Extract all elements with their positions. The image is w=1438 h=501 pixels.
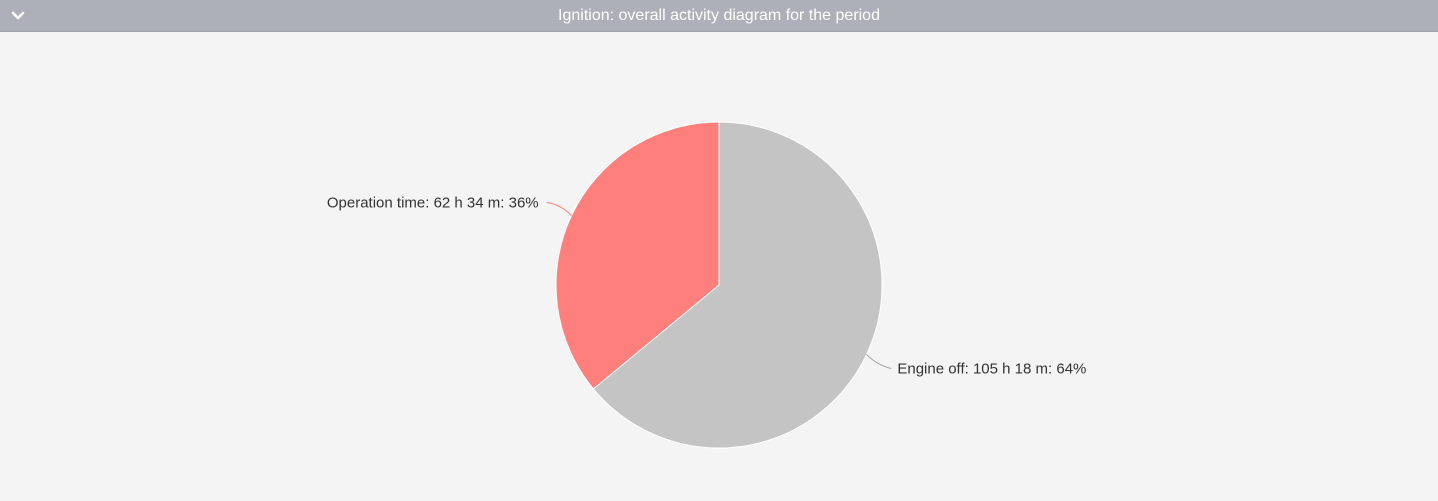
pie-slice-engine-off[interactable] <box>592 121 883 449</box>
panel-title: Ignition: overall activity diagram for t… <box>558 7 880 24</box>
pie-chart: Engine off: 105 h 18 m: 64% Operation tim… <box>0 33 1438 501</box>
panel-header: Ignition: overall activity diagram for t… <box>0 0 1438 32</box>
connector-operation-time <box>546 201 572 216</box>
pie-slice-operation-time[interactable] <box>555 121 720 390</box>
chevron-down-icon <box>11 11 25 20</box>
pie-chart-svg: Engine off: 105 h 18 m: 64% Operation tim… <box>327 121 1086 449</box>
data-label-operation-time: Operation time: 62 h 34 m: 36% <box>327 194 539 211</box>
data-label-engine-off: Engine off: 105 h 18 m: 64% <box>897 361 1086 378</box>
collapse-toggle-button[interactable] <box>4 2 32 30</box>
connector-engine-off <box>866 354 892 369</box>
